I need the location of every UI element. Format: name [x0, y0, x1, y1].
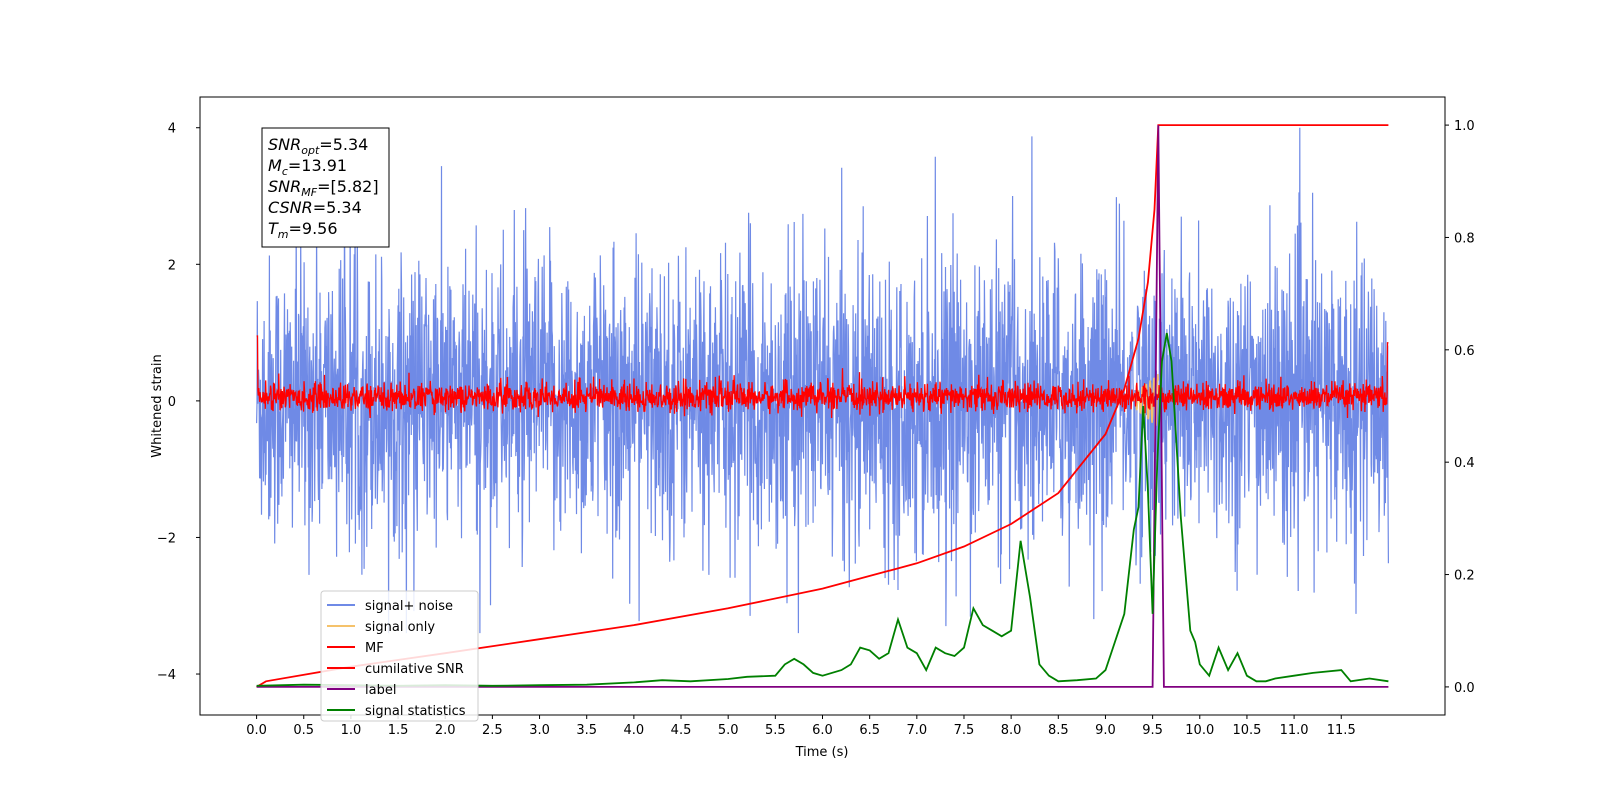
x-tick-label: 5.0 — [718, 723, 739, 738]
x-tick-label: 5.5 — [765, 723, 786, 738]
annotation-line: CSNR=5.34 — [268, 198, 362, 217]
x-tick-label: 7.0 — [906, 723, 927, 738]
legend-entry: signal only — [327, 620, 435, 635]
y-tick-label: −2 — [157, 531, 176, 546]
annotation-line: SNRMF=[5.82] — [268, 177, 379, 199]
legend-label: MF — [365, 641, 384, 656]
x-tick-label: 11.0 — [1280, 723, 1309, 738]
legend-entry: label — [327, 683, 396, 698]
x-tick-label: 2.5 — [482, 723, 503, 738]
y2-tick-label: 0.0 — [1454, 681, 1475, 696]
legend-label: cumilative SNR — [365, 662, 464, 677]
y-axis-left: −4 −2 0 2 4 — [157, 122, 200, 683]
x-tick-label: 3.0 — [529, 723, 550, 738]
x-tick-label: 8.0 — [1001, 723, 1022, 738]
series-signal-noise — [256, 127, 1389, 634]
x-tick-label: 10.5 — [1232, 723, 1261, 738]
x-axis-label: Time (s) — [795, 745, 849, 760]
x-tick-label: 6.5 — [859, 723, 880, 738]
x-axis: 0.0 0.5 1.0 1.5 2.0 2.5 3.0 3.5 4.0 4.5 5.0 5.5 6.0 6… — [246, 715, 1356, 738]
x-tick-label: 4.5 — [671, 723, 692, 738]
y-tick-label: −4 — [157, 668, 176, 683]
annotation-box: SNRopt=5.34Mc=13.91SNRMF=[5.82]CSNR=5.34… — [261, 127, 390, 248]
x-tick-label: 11.5 — [1327, 723, 1356, 738]
x-tick-label: 0.5 — [293, 723, 314, 738]
y-axis-right: 0.0 0.2 0.4 0.6 0.8 1.0 — [1445, 119, 1475, 696]
legend-entry: cumilative SNR — [327, 662, 464, 677]
series-mf — [256, 335, 1389, 419]
x-tick-label: 0.0 — [246, 723, 267, 738]
legend-entry: signal statistics — [327, 704, 466, 719]
y2-tick-label: 0.4 — [1454, 456, 1475, 471]
series-label — [256, 125, 1389, 688]
legend-entry: signal+ noise — [327, 599, 453, 614]
legend-label: signal+ noise — [365, 599, 453, 614]
legend-label: label — [365, 683, 396, 698]
x-tick-label: 1.0 — [341, 723, 362, 738]
x-tick-label: 8.5 — [1048, 723, 1069, 738]
legend-entry: MF — [327, 641, 384, 656]
y2-tick-label: 0.8 — [1454, 231, 1475, 246]
y2-tick-label: 0.2 — [1454, 569, 1475, 584]
legend: signal+ noise signal only MF cumilative SNR… — [320, 590, 479, 722]
annotation-line: Tm=9.56 — [268, 219, 338, 241]
y-axis-label: Whitened strain — [150, 354, 165, 457]
y-tick-label: 0 — [168, 395, 176, 410]
annotation-line: Mc=13.91 — [268, 156, 347, 178]
x-tick-label: 2.0 — [435, 723, 456, 738]
legend-label: signal only — [365, 620, 435, 635]
x-tick-label: 10.0 — [1185, 723, 1214, 738]
y2-tick-label: 1.0 — [1454, 119, 1475, 134]
series-signal-statistics — [256, 332, 1389, 687]
x-tick-label: 4.0 — [624, 723, 645, 738]
x-tick-label: 3.5 — [576, 723, 597, 738]
annotation-line: SNRopt=5.34 — [268, 135, 368, 157]
y-tick-label: 4 — [168, 122, 176, 137]
x-tick-label: 7.5 — [954, 723, 975, 738]
y2-tick-label: 0.6 — [1454, 344, 1475, 359]
legend-label: signal statistics — [365, 704, 466, 719]
y-tick-label: 2 — [168, 258, 176, 273]
x-tick-label: 6.0 — [812, 723, 833, 738]
x-tick-label: 9.0 — [1095, 723, 1116, 738]
x-tick-label: 1.5 — [388, 723, 409, 738]
x-tick-label: 9.5 — [1142, 723, 1163, 738]
